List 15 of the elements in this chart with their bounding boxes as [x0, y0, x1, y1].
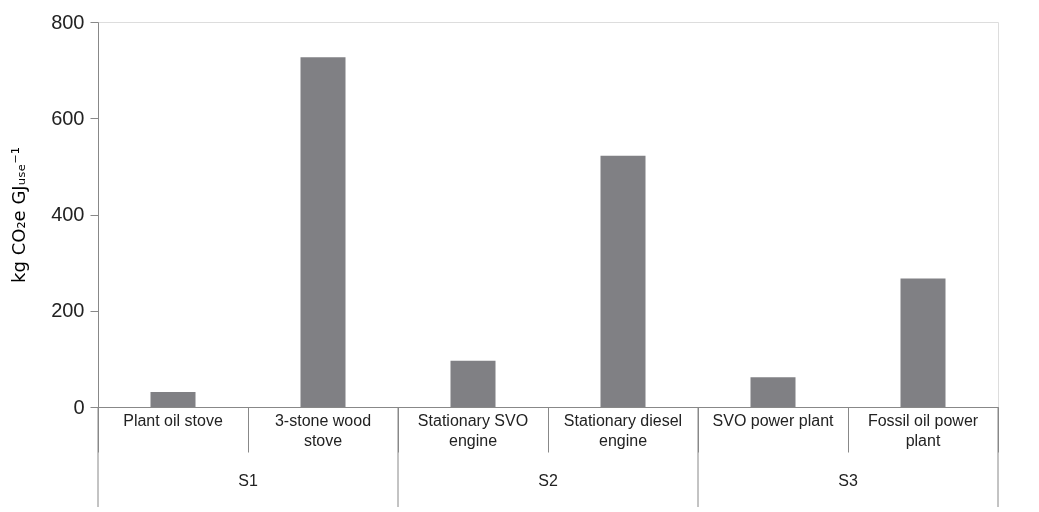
text: S3	[838, 472, 858, 489]
x-tick-label: Stationary diesel engine	[563, 412, 683, 449]
x-tick-label: SVO power plant	[712, 412, 835, 429]
x-tick-label: Plant oil stove	[123, 412, 223, 429]
text: S2	[538, 472, 558, 489]
text: S1	[238, 472, 258, 489]
y-tick-label: 400	[51, 203, 85, 225]
y-tick-label: 0	[73, 395, 85, 418]
y-tick-label: 200	[51, 299, 85, 322]
x-tick-label: Stationary SVO engine	[417, 412, 529, 449]
y-tick-label: 800	[51, 10, 85, 33]
x-tick-label: 3-stone wood stove	[274, 412, 372, 449]
x-tick-label: Fossil oil power plant	[867, 412, 979, 449]
y-axis-title: kg CO₂e GJᵤₛₑ⁻¹	[8, 147, 30, 283]
y-tick-label: 600	[51, 106, 85, 129]
